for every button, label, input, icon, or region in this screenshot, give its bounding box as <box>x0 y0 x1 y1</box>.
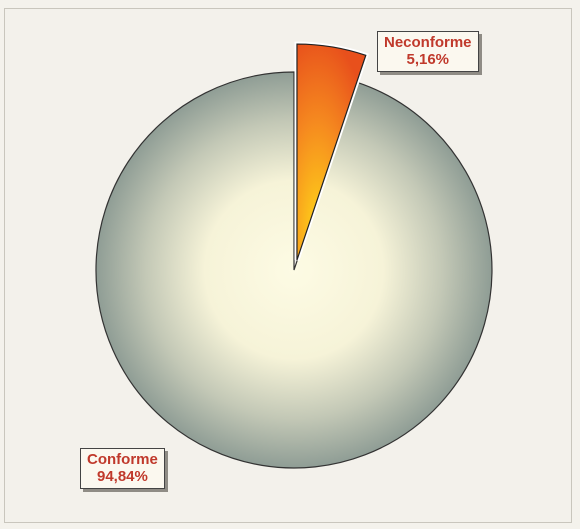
pie-slice-neconforme <box>296 43 367 261</box>
data-label-conforme: Conforme 94,84% <box>80 448 165 489</box>
pie-slice-conforme <box>95 71 493 469</box>
data-label-neconforme: Neconforme 5,16% <box>377 31 479 72</box>
data-label-conforme-value: 94,84% <box>96 468 148 485</box>
data-label-neconforme-value: 5,16% <box>406 51 450 68</box>
data-label-conforme-name: Conforme <box>87 451 158 468</box>
data-label-neconforme-name: Neconforme <box>384 34 472 51</box>
